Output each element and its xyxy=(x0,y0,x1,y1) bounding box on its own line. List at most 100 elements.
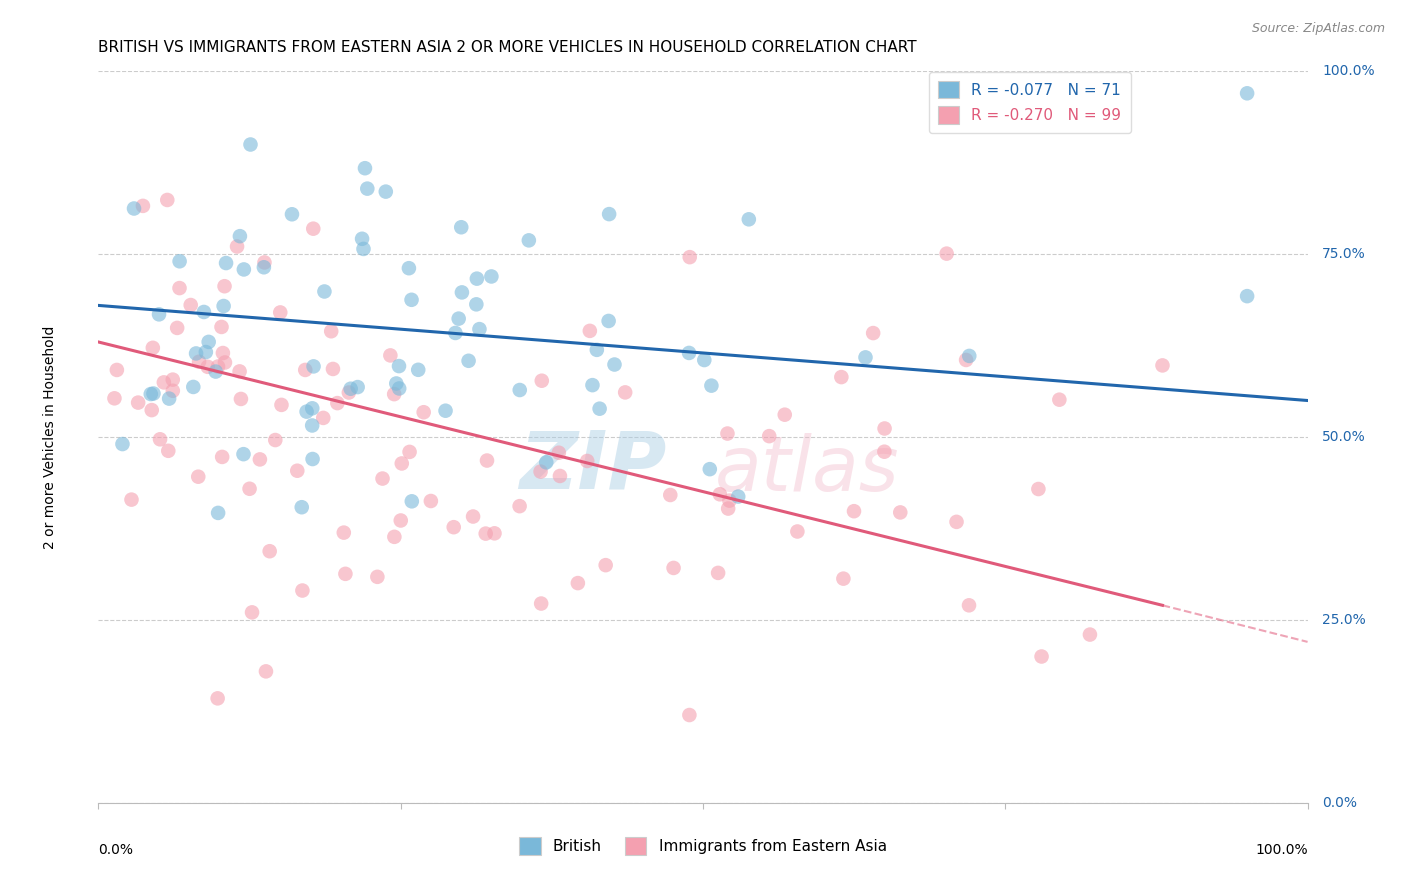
Point xyxy=(707,566,730,580)
Point xyxy=(447,311,470,326)
Point xyxy=(156,193,179,207)
Point xyxy=(254,665,277,679)
Text: 75.0%: 75.0% xyxy=(1322,247,1365,261)
Point xyxy=(291,583,314,598)
Point xyxy=(215,256,238,270)
Point xyxy=(678,708,700,723)
Point xyxy=(388,359,411,373)
Point xyxy=(239,137,262,152)
Point xyxy=(166,321,188,335)
Point xyxy=(659,488,682,502)
Point xyxy=(758,429,780,443)
Point xyxy=(139,387,162,401)
Point xyxy=(249,452,271,467)
Point xyxy=(232,447,254,461)
Point xyxy=(103,392,125,406)
Text: 100.0%: 100.0% xyxy=(1256,843,1308,857)
Text: ZIP: ZIP xyxy=(519,427,666,506)
Point xyxy=(148,307,170,321)
Point xyxy=(935,246,957,260)
Point xyxy=(709,487,731,501)
Point xyxy=(1236,87,1258,101)
Point xyxy=(366,570,388,584)
Point xyxy=(169,281,191,295)
Point xyxy=(727,490,749,504)
Point xyxy=(169,254,191,268)
Point xyxy=(207,691,229,706)
Point xyxy=(122,202,145,216)
Point xyxy=(211,320,233,334)
Point xyxy=(382,387,405,401)
Point xyxy=(194,345,217,359)
Point xyxy=(450,220,472,235)
Point xyxy=(945,515,967,529)
Point xyxy=(239,482,262,496)
Point xyxy=(889,505,911,519)
Point xyxy=(301,418,323,433)
Point xyxy=(457,353,479,368)
Point xyxy=(229,392,252,406)
Point xyxy=(253,260,276,275)
Point xyxy=(581,378,603,392)
Point xyxy=(197,334,219,349)
Point xyxy=(162,384,184,398)
Legend: British, Immigrants from Eastern Asia: British, Immigrants from Eastern Asia xyxy=(513,831,893,861)
Text: 25.0%: 25.0% xyxy=(1322,613,1365,627)
Point xyxy=(356,181,378,195)
Point xyxy=(842,504,865,518)
Point xyxy=(585,343,607,357)
Point xyxy=(301,401,323,416)
Point xyxy=(699,462,721,476)
Point xyxy=(716,426,738,441)
Point xyxy=(1152,359,1174,373)
Point xyxy=(389,514,412,528)
Point xyxy=(302,221,325,235)
Point xyxy=(212,346,235,360)
Point xyxy=(957,349,980,363)
Point xyxy=(678,346,700,360)
Text: 50.0%: 50.0% xyxy=(1322,430,1365,444)
Point xyxy=(468,322,491,336)
Point xyxy=(180,298,202,312)
Point xyxy=(295,404,318,418)
Point xyxy=(548,469,571,483)
Point xyxy=(855,351,877,365)
Text: Source: ZipAtlas.com: Source: ZipAtlas.com xyxy=(1251,22,1385,36)
Point xyxy=(588,401,610,416)
Point xyxy=(509,383,531,397)
Point xyxy=(184,346,207,360)
Point xyxy=(398,445,420,459)
Point xyxy=(314,285,336,299)
Point xyxy=(391,457,413,471)
Point xyxy=(281,207,304,221)
Point xyxy=(302,359,325,374)
Point xyxy=(451,285,474,300)
Point xyxy=(339,382,361,396)
Point xyxy=(461,509,484,524)
Point xyxy=(567,576,589,591)
Point xyxy=(957,599,980,613)
Point xyxy=(717,501,740,516)
Point xyxy=(270,398,292,412)
Point xyxy=(484,526,506,541)
Point xyxy=(142,341,165,355)
Point xyxy=(346,380,368,394)
Point xyxy=(547,446,569,460)
Point xyxy=(530,597,553,611)
Point xyxy=(121,492,143,507)
Point xyxy=(434,403,457,417)
Point xyxy=(786,524,808,539)
Point xyxy=(207,506,229,520)
Point xyxy=(149,432,172,446)
Point xyxy=(141,403,163,417)
Point xyxy=(259,544,281,558)
Point xyxy=(412,405,434,419)
Point xyxy=(153,376,176,390)
Point xyxy=(371,472,394,486)
Point xyxy=(226,239,249,253)
Point xyxy=(127,395,149,409)
Point xyxy=(312,411,335,425)
Point xyxy=(132,199,155,213)
Point xyxy=(188,355,211,369)
Point xyxy=(718,493,741,508)
